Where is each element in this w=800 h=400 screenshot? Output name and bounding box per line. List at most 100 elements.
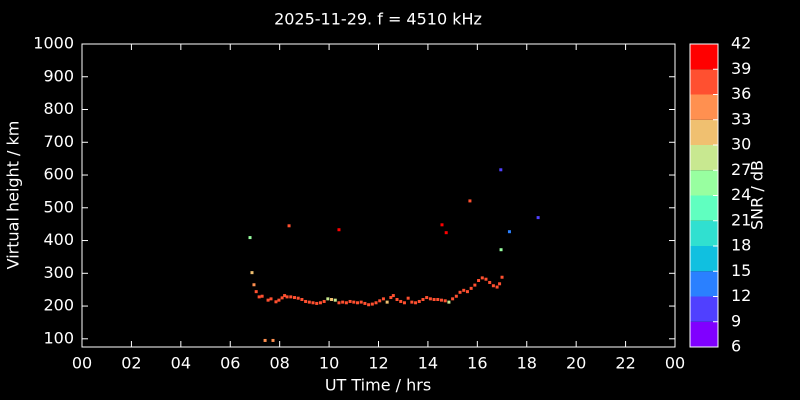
y-tick-label: 600	[43, 165, 74, 184]
colorbar-frame	[689, 43, 719, 348]
data-point	[378, 299, 382, 303]
data-point	[391, 294, 395, 298]
y-tick-label: 900	[43, 66, 74, 85]
data-point	[341, 300, 345, 304]
data-point	[465, 290, 469, 294]
data-point	[484, 277, 488, 281]
data-point	[395, 298, 399, 302]
y-tick-label: 700	[43, 132, 74, 151]
data-point	[468, 199, 472, 203]
data-point	[444, 231, 448, 235]
colorbar-band	[690, 69, 718, 95]
y-tick-label: 300	[43, 263, 74, 282]
data-point	[287, 224, 291, 228]
x-tick-label: 20	[566, 354, 586, 373]
data-point	[385, 300, 389, 304]
data-point	[337, 301, 341, 305]
x-tick-label: 02	[121, 354, 141, 373]
data-point	[304, 299, 308, 303]
chart-title: 2025-11-29. f = 4510 kHz	[274, 10, 482, 29]
colorbar-label: SNR / dB	[748, 160, 767, 230]
data-point	[498, 282, 502, 286]
colorbar-tick-label: 42	[731, 34, 751, 53]
data-point	[428, 297, 432, 301]
colorbar-tick-label: 12	[731, 286, 751, 305]
data-point	[318, 301, 322, 305]
data-point	[370, 302, 374, 306]
data-point	[473, 283, 477, 287]
data-point	[280, 296, 284, 300]
data-point	[352, 300, 356, 304]
data-point	[499, 248, 503, 252]
data-point	[447, 300, 451, 304]
colorbar-tick-label: 21	[731, 210, 751, 229]
colorbar-tick-label: 18	[731, 236, 751, 255]
colorbar-band	[690, 94, 718, 120]
colorbar-band	[690, 195, 718, 221]
data-point	[454, 294, 458, 298]
data-point	[410, 300, 414, 304]
data-point	[406, 296, 410, 300]
data-point	[432, 298, 436, 302]
colorbar-band	[690, 44, 718, 70]
data-point	[263, 338, 267, 342]
colorbar-band	[690, 271, 718, 297]
data-point	[337, 228, 341, 232]
data-point	[250, 271, 254, 275]
data-point	[488, 280, 492, 284]
data-point	[402, 301, 406, 305]
x-tick-label: 16	[467, 354, 487, 373]
data-point	[333, 298, 337, 302]
colorbar-tick-label: 39	[731, 59, 751, 78]
data-point	[344, 301, 348, 305]
y-tick-label: 400	[43, 230, 74, 249]
data-point	[363, 301, 367, 305]
x-tick-label: 00	[665, 354, 685, 373]
data-point	[417, 299, 421, 303]
data-point	[440, 298, 444, 302]
colorbar-tick-label: 6	[731, 337, 741, 356]
x-axis-label: UT Time / hrs	[325, 376, 431, 395]
data-point	[359, 300, 363, 304]
data-point	[451, 297, 455, 301]
data-point	[499, 168, 503, 172]
colorbar-band	[690, 145, 718, 171]
data-point	[257, 295, 261, 299]
data-point	[348, 299, 352, 303]
y-tick-label: 1000	[33, 34, 74, 53]
data-point	[477, 279, 481, 283]
data-point	[274, 300, 278, 304]
data-point	[307, 300, 311, 304]
data-point	[271, 338, 275, 342]
x-tick-label: 14	[418, 354, 438, 373]
data-point	[326, 297, 330, 301]
colorbar-tick-label: 30	[731, 135, 751, 154]
y-tick-label: 200	[43, 296, 74, 315]
data-point	[296, 296, 300, 300]
data-point	[248, 236, 252, 240]
data-point	[254, 290, 258, 294]
data-point	[389, 296, 393, 300]
y-tick-label: 800	[43, 99, 74, 118]
plot-frame	[81, 43, 676, 348]
data-point	[399, 299, 403, 303]
data-point	[480, 276, 484, 280]
data-point	[536, 216, 540, 220]
x-tick-label: 04	[171, 354, 191, 373]
colorbar-band	[690, 119, 718, 145]
data-point	[374, 301, 378, 305]
colorbar-tick-label: 33	[731, 109, 751, 128]
colorbar-tick-label: 24	[731, 185, 751, 204]
y-axis-label: Virtual height / km	[4, 121, 23, 270]
y-tick-label: 100	[43, 328, 74, 347]
x-tick-label: 18	[517, 354, 537, 373]
data-point	[425, 296, 429, 300]
colorbar-band	[690, 246, 718, 272]
colorbar-tick-label: 36	[731, 84, 751, 103]
data-point	[355, 301, 359, 305]
x-tick-label: 12	[368, 354, 388, 373]
data-point	[330, 298, 334, 302]
data-point	[367, 303, 371, 307]
data-point	[252, 283, 256, 287]
